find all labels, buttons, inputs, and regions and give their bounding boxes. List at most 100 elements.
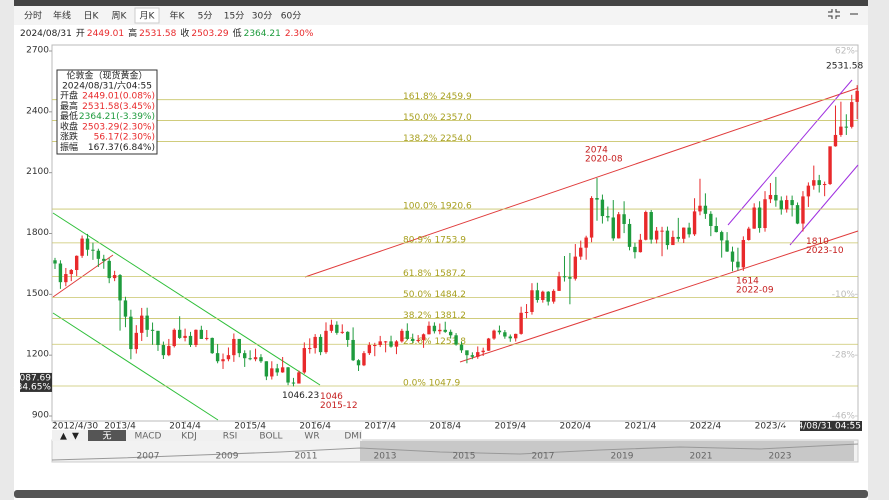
candle-body — [806, 185, 811, 197]
navigator-year: 2007 — [137, 452, 160, 462]
candle-body — [291, 382, 296, 384]
candle-body — [817, 180, 821, 186]
tooltip-label: 涨跌 — [60, 132, 78, 143]
navigator-year: 2021 — [690, 452, 713, 462]
indicator-tab[interactable]: RSI — [223, 432, 238, 442]
candle-body — [259, 357, 263, 362]
candle-body — [736, 261, 740, 268]
candle-body — [557, 276, 561, 291]
y2-tick-label: -10% — [832, 290, 856, 300]
toolbar-tab[interactable]: 周K — [112, 11, 128, 22]
candle-body — [297, 372, 301, 384]
x-tick-label: 2021/4 — [625, 422, 657, 432]
fullscreen-icon[interactable] — [828, 9, 840, 19]
candle-body — [514, 333, 518, 339]
navigator-year: 2023 — [769, 452, 792, 462]
candle-body — [616, 214, 621, 239]
annotation-value: 2074 — [585, 145, 608, 155]
candle-body — [112, 275, 117, 279]
candle-body — [107, 260, 111, 279]
low-label: 1046.23 — [282, 391, 319, 401]
candle-body — [503, 332, 507, 337]
candle-body — [356, 360, 361, 366]
y-tick-label: 900 — [32, 411, 49, 421]
candle-body — [779, 200, 783, 210]
candle-body — [476, 352, 480, 357]
candle-body — [383, 341, 388, 343]
navigator-window[interactable] — [360, 441, 854, 461]
toolbar-tab[interactable]: 日K — [84, 11, 100, 22]
toolbar-tab[interactable]: 分时 — [24, 10, 42, 22]
annotation-date: 2023-10 — [806, 246, 844, 256]
navigator-year: 2009 — [216, 452, 239, 462]
annotation-value: 1810 — [806, 237, 829, 247]
toolbar-tab[interactable]: 月K — [140, 11, 156, 22]
x-tick-label: 2020/4 — [559, 422, 591, 432]
candle-body — [58, 263, 63, 283]
candle-body — [53, 260, 57, 264]
candle-body — [752, 207, 756, 229]
toolbar-tab[interactable]: 30分 — [252, 11, 272, 22]
candle-body — [335, 324, 339, 333]
indicator-tab[interactable]: WR — [304, 432, 319, 442]
toolbar-tab[interactable]: 年K — [170, 10, 186, 22]
candle-body — [405, 330, 409, 339]
trend-line — [52, 212, 321, 386]
toolbar-tab[interactable]: 年线 — [53, 10, 71, 22]
navigator-year: 2017 — [532, 452, 555, 462]
trend-line — [52, 312, 219, 421]
candle-body — [118, 275, 122, 301]
indicator-tab[interactable]: BOLL — [259, 432, 282, 442]
candle-body — [541, 291, 545, 301]
candle-body — [822, 184, 827, 186]
y2-tick-label: -46% — [832, 412, 856, 422]
scrollbar[interactable] — [14, 490, 868, 498]
candle-body — [622, 214, 626, 224]
candle-body — [221, 359, 225, 362]
toolbar-tab[interactable]: 60分 — [281, 11, 301, 22]
candle-body — [378, 341, 382, 346]
indicator-tab[interactable]: KDJ — [181, 432, 197, 442]
navigator-year: 2019 — [611, 452, 634, 462]
candle-body — [199, 329, 204, 339]
candle-body — [682, 227, 686, 239]
candle-body — [486, 338, 491, 351]
toolbar-tab[interactable]: 15分 — [224, 11, 244, 22]
candle-body — [411, 338, 415, 341]
candle-body — [497, 330, 502, 333]
candle-body — [188, 335, 193, 346]
candle-body — [177, 329, 182, 338]
candle-body — [351, 339, 355, 361]
candle-body — [768, 194, 773, 200]
candle-body — [140, 315, 144, 333]
trend-line — [459, 230, 859, 363]
fib-label: 138.2% 2254.0 — [403, 134, 472, 144]
candle-body — [373, 345, 377, 347]
x-tick-label: 2012/4/30 — [52, 422, 98, 432]
toolbar-tab[interactable]: 5分 — [198, 11, 213, 22]
tooltip-label: 最高 — [60, 100, 78, 112]
trend-line — [52, 254, 114, 298]
candle-body — [253, 357, 258, 360]
candle-body — [600, 199, 605, 217]
candle-body — [795, 205, 800, 224]
candle-body — [741, 239, 746, 268]
candle-body — [660, 230, 664, 232]
candle-body — [606, 216, 610, 218]
annotation-value: 1614 — [736, 277, 759, 287]
candle-body — [644, 212, 648, 240]
indicator-tab[interactable]: DMI — [344, 432, 361, 442]
candle-body — [714, 225, 718, 233]
candle-body — [421, 334, 426, 340]
candle-body — [324, 330, 328, 353]
tooltip-label: 收盘 — [60, 120, 78, 132]
candle-body — [719, 232, 724, 241]
candle-body — [308, 348, 312, 350]
candle-body — [649, 212, 653, 240]
candle-body — [183, 335, 187, 338]
indicator-tab[interactable]: 无 — [102, 431, 111, 442]
candle-body — [757, 207, 762, 229]
indicator-tab[interactable]: MACD — [135, 432, 162, 442]
candle-body — [232, 338, 236, 356]
